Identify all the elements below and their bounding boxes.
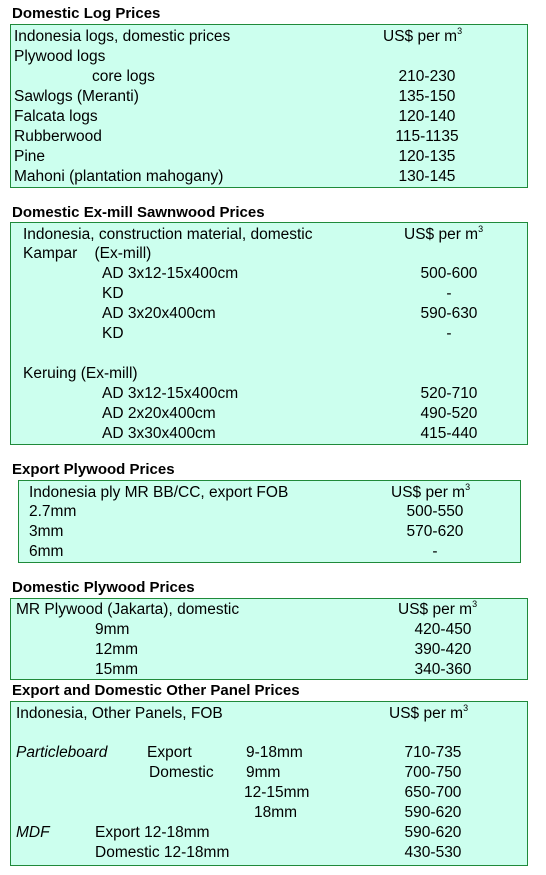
sawnwood-group-kampar: Kampar (Ex-mill) bbox=[23, 245, 152, 262]
row-size: 18mm bbox=[254, 804, 298, 821]
row-label: Pine bbox=[14, 148, 46, 165]
row-label: Sawlogs (Meranti) bbox=[14, 88, 139, 105]
domestic-log-table: Indonesia logs, domestic prices US$ per … bbox=[10, 24, 528, 188]
row-label: 2.7mm bbox=[29, 503, 77, 520]
sawnwood-table: Indonesia, construction material, domest… bbox=[10, 222, 528, 445]
domestic-log-unit: US$ per m3 bbox=[383, 26, 463, 46]
row-label: KD bbox=[102, 325, 124, 342]
row-label: core logs bbox=[92, 68, 155, 85]
row-label: Falcata logs bbox=[14, 108, 98, 125]
sawnwood-header: Indonesia, construction material, domest… bbox=[23, 226, 313, 243]
row-value: 520-710 bbox=[420, 385, 478, 402]
row-value: 340-360 bbox=[414, 661, 472, 678]
mdf-label: MDF bbox=[16, 824, 50, 841]
row-label: Rubberwood bbox=[14, 128, 102, 145]
row-value: 500-550 bbox=[406, 503, 464, 520]
row-value: 390-420 bbox=[414, 641, 472, 658]
domestic-plywood-header: MR Plywood (Jakarta), domestic bbox=[16, 601, 240, 618]
export-plywood-unit: US$ per m3 bbox=[391, 482, 471, 502]
row-value: 430-530 bbox=[404, 844, 462, 861]
export-plywood-title: Export Plywood Prices bbox=[12, 461, 175, 478]
row-size: 9mm bbox=[246, 764, 281, 781]
row-value: 570-620 bbox=[406, 523, 464, 540]
row-label: 6mm bbox=[29, 543, 64, 560]
other-panel-table: Indonesia, Other Panels, FOB US$ per m3 … bbox=[10, 701, 528, 866]
row-value: 120-135 bbox=[398, 148, 456, 165]
row-value: 120-140 bbox=[398, 108, 456, 125]
sawnwood-unit: US$ per m3 bbox=[404, 224, 484, 244]
sawnwood-group-keruing: Keruing (Ex-mill) bbox=[23, 365, 138, 382]
export-plywood-header: Indonesia ply MR BB/CC, export FOB bbox=[29, 484, 289, 501]
row-value: 700-750 bbox=[404, 764, 462, 781]
domestic-log-title: Domestic Log Prices bbox=[12, 5, 161, 22]
row-size: 12-15mm bbox=[244, 784, 310, 801]
domestic-plywood-title: Domestic Plywood Prices bbox=[12, 579, 195, 596]
export-plywood-table: Indonesia ply MR BB/CC, export FOB US$ p… bbox=[18, 480, 521, 563]
row-value: 490-520 bbox=[420, 405, 478, 422]
other-panel-unit: US$ per m3 bbox=[389, 703, 469, 723]
row-label: Export 12-18mm bbox=[95, 824, 210, 841]
row-value: 500-600 bbox=[420, 265, 478, 282]
row-value: 135-150 bbox=[398, 88, 456, 105]
row-value: - bbox=[432, 543, 438, 560]
domestic-plywood-unit: US$ per m3 bbox=[398, 599, 478, 619]
row-label: AD 3x12-15x400cm bbox=[102, 385, 239, 402]
row-value: 210-230 bbox=[398, 68, 456, 85]
domestic-log-group: Plywood logs bbox=[14, 48, 106, 65]
particleboard-domestic-label: Domestic bbox=[149, 764, 214, 781]
domestic-log-header: Indonesia logs, domestic prices bbox=[14, 28, 231, 45]
row-value: 650-700 bbox=[404, 784, 462, 801]
row-label: AD 3x20x400cm bbox=[102, 305, 216, 322]
particleboard-export-label: Export bbox=[147, 744, 192, 761]
row-label: Domestic 12-18mm bbox=[95, 844, 230, 861]
row-value: 130-145 bbox=[398, 168, 456, 185]
row-label: AD 3x30x400cm bbox=[102, 425, 216, 442]
row-value: 420-450 bbox=[414, 621, 472, 638]
row-label: 15mm bbox=[95, 661, 139, 678]
row-label: 12mm bbox=[95, 641, 139, 658]
domestic-plywood-table: MR Plywood (Jakarta), domestic US$ per m… bbox=[10, 598, 528, 680]
row-value: 710-735 bbox=[404, 744, 462, 761]
row-value: 590-620 bbox=[404, 804, 462, 821]
row-value: - bbox=[446, 285, 452, 302]
row-value: 115-1135 bbox=[395, 128, 459, 145]
row-label: 9mm bbox=[95, 621, 130, 638]
row-value: - bbox=[446, 325, 452, 342]
other-panel-header: Indonesia, Other Panels, FOB bbox=[16, 705, 223, 722]
particleboard-label: Particleboard bbox=[16, 744, 108, 761]
row-label: AD 3x12-15x400cm bbox=[102, 265, 239, 282]
row-label: KD bbox=[102, 285, 124, 302]
row-label: AD 2x20x400cm bbox=[102, 405, 216, 422]
row-label: 3mm bbox=[29, 523, 64, 540]
row-value: 590-620 bbox=[404, 824, 462, 841]
row-label: Mahoni (plantation mahogany) bbox=[14, 168, 224, 185]
row-value: 590-630 bbox=[420, 305, 478, 322]
row-value: 415-440 bbox=[420, 425, 478, 442]
other-panel-title: Export and Domestic Other Panel Prices bbox=[12, 682, 300, 699]
row-size: 9-18mm bbox=[246, 744, 303, 761]
sawnwood-title: Domestic Ex-mill Sawnwood Prices bbox=[12, 204, 265, 221]
